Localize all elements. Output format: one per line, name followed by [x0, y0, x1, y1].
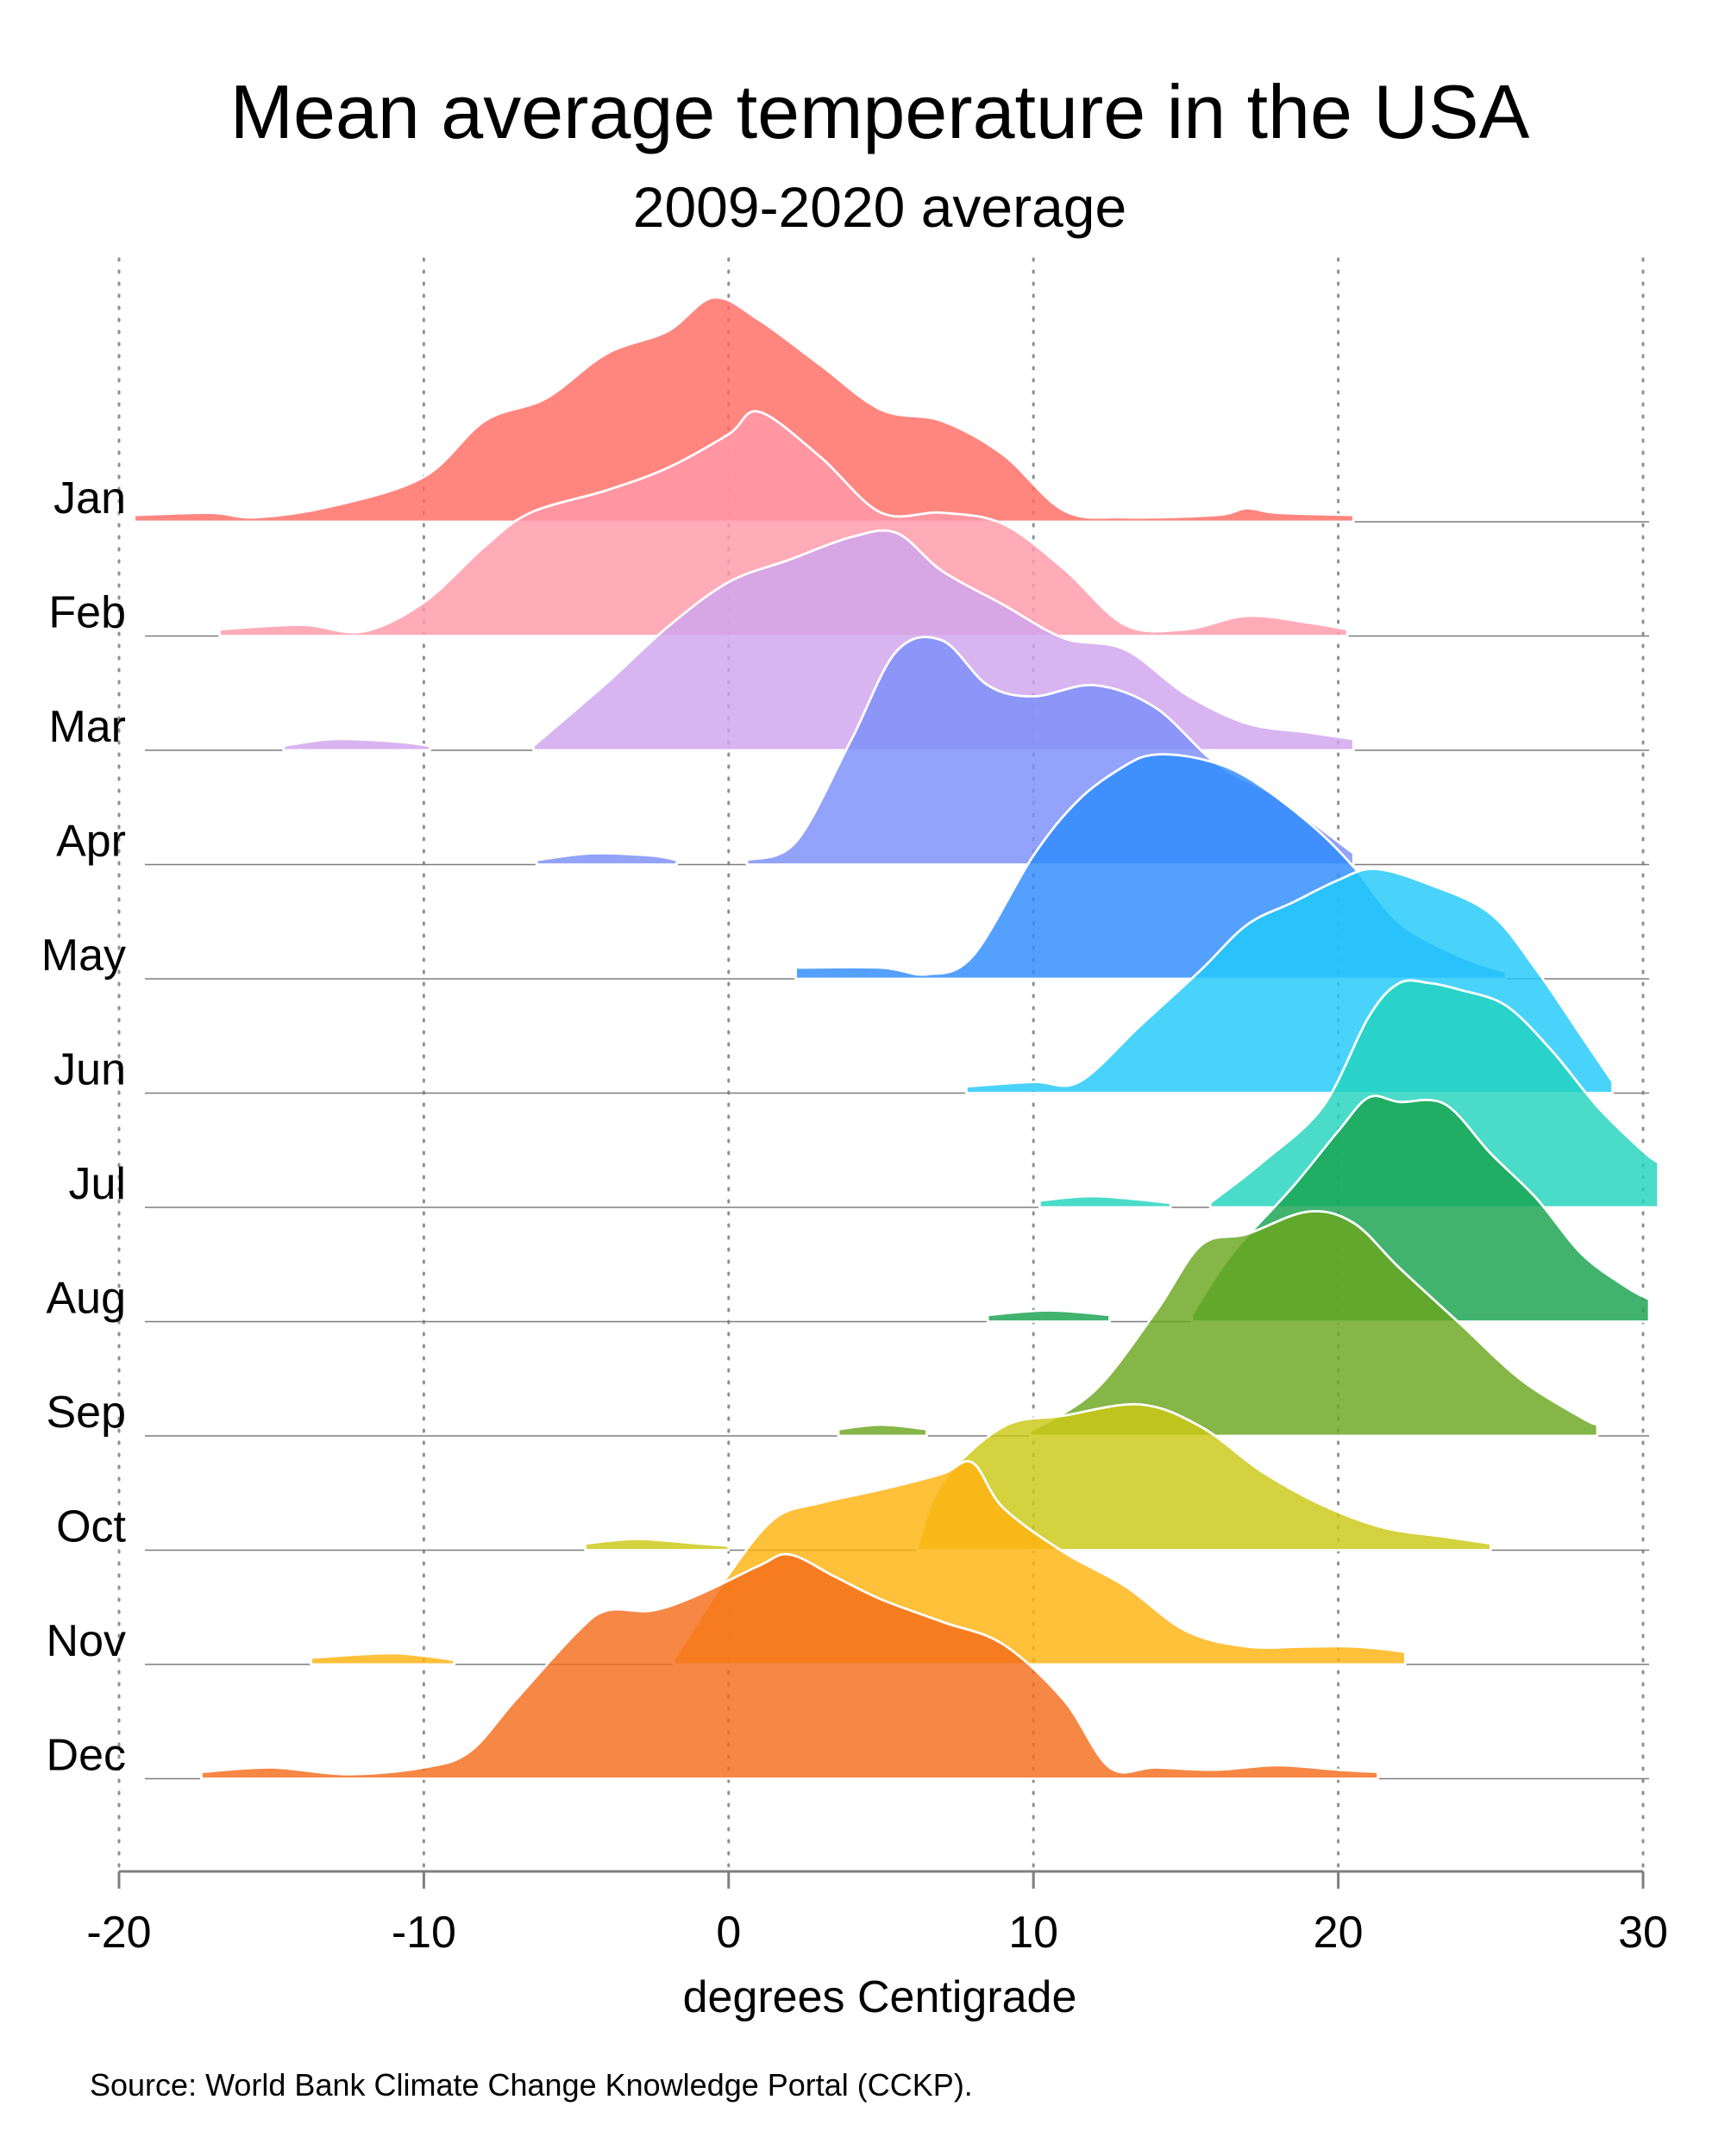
month-label-apr: Apr	[56, 817, 126, 867]
x-tick-label-4: 20	[1314, 1908, 1364, 1958]
ridge-jan-area-0	[133, 296, 1355, 523]
month-label-sep: Sep	[46, 1388, 126, 1438]
ridge-feb-area-0	[218, 410, 1349, 637]
source-note: Source: World Bank Climate Change Knowle…	[90, 2067, 973, 2103]
ridge-mar-area-0	[282, 737, 431, 752]
ridge-oct	[584, 1402, 1492, 1551]
ridge-jan	[133, 296, 1355, 523]
x-tick-label-5: 30	[1618, 1908, 1668, 1958]
ridge-jul-area-0	[1038, 1194, 1172, 1209]
chart-subtitle: 2009-2020 average	[633, 175, 1126, 239]
chart-title: Mean average temperature in the USA	[230, 69, 1530, 154]
x-tick-label-0: -20	[86, 1908, 151, 1958]
month-label-aug: Aug	[46, 1274, 126, 1324]
ridge-sep-area-0	[837, 1423, 928, 1438]
x-tick-label-3: 10	[1008, 1908, 1058, 1958]
ridge-oct-area-1	[916, 1402, 1492, 1551]
month-label-may: May	[41, 931, 126, 981]
x-tick-label-1: -10	[392, 1908, 456, 1958]
ridge-dec-area-0	[200, 1552, 1379, 1780]
month-label-dec: Dec	[47, 1731, 126, 1781]
ridge-apr-area-0	[535, 851, 679, 866]
month-label-jan: Jan	[53, 473, 126, 523]
x-axis: -20 -10 0 10 20 30	[86, 1870, 1668, 1958]
x-axis-title: degrees Centigrade	[683, 1972, 1077, 2022]
month-label-mar: Mar	[48, 702, 126, 752]
ridge-sep	[837, 1210, 1599, 1438]
ridges	[133, 296, 1660, 1780]
ridge-feb	[218, 410, 1349, 637]
ridge-oct-area-0	[584, 1538, 731, 1551]
ridge-mar	[282, 529, 1355, 752]
month-label-nov: Nov	[47, 1616, 126, 1666]
ridge-aug-area-0	[986, 1309, 1111, 1323]
ridge-sep-area-1	[1029, 1210, 1599, 1438]
month-label-jul: Jul	[69, 1159, 126, 1209]
x-tick-label-2: 0	[716, 1908, 741, 1958]
month-label-jun: Jun	[53, 1045, 126, 1095]
ridge-dec	[200, 1552, 1379, 1780]
month-label-oct: Oct	[56, 1502, 126, 1552]
month-labels: Jan Feb Mar Apr May Jun Jul Aug Sep Oct Nov Dec	[41, 473, 127, 1781]
month-label-feb: Feb	[48, 588, 126, 638]
ridge-nov-area-0	[310, 1651, 456, 1666]
